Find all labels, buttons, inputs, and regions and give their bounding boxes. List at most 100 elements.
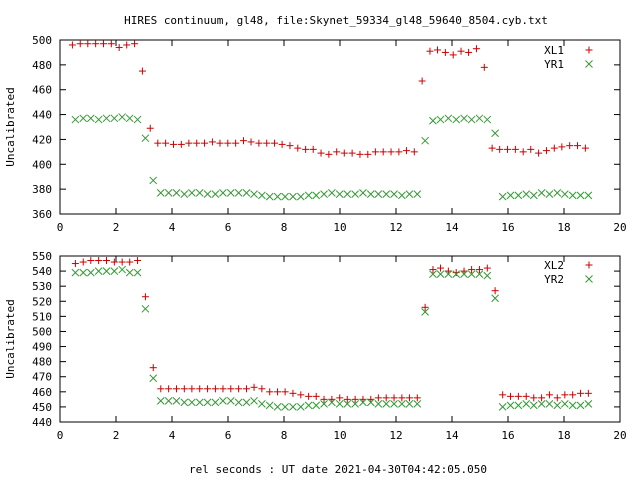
data-point-yr2	[110, 267, 119, 275]
data-point-xl2	[320, 395, 328, 403]
data-point-yr2	[281, 403, 289, 411]
data-point-yr2	[382, 400, 391, 408]
data-point-yr1	[118, 113, 127, 121]
x-tick-label: 0	[57, 429, 64, 442]
chart-title: HIRES continuum, gl48, file:Skynet_59334…	[124, 14, 548, 27]
data-point-xl2	[351, 395, 359, 403]
data-point-xl1	[426, 47, 434, 55]
data-point-xl2	[437, 264, 445, 272]
data-point-xl1	[286, 142, 294, 150]
data-point-yr2	[118, 265, 127, 274]
data-point-yr2	[436, 270, 445, 278]
data-point-yr2	[188, 398, 196, 407]
data-point-yr1	[343, 190, 352, 198]
data-point-xl1	[224, 139, 232, 147]
data-point-xl1	[325, 150, 333, 158]
data-point-yr1	[483, 115, 492, 124]
data-point-yr2	[506, 401, 515, 410]
data-point-yr2	[149, 374, 158, 383]
data-point-xl2	[336, 394, 344, 402]
data-point-xl2	[172, 385, 180, 393]
data-point-xl1	[239, 137, 247, 145]
data-point-yr1	[211, 190, 220, 198]
data-point-yr2	[429, 270, 437, 278]
data-point-yr2	[452, 270, 461, 278]
data-point-yr2	[102, 267, 111, 275]
panel-bottom: 0 2 4 6 8 10 12 14 16 18 20 440 450 460 470 480 490 500 51…	[4, 250, 627, 442]
data-point-xl1	[527, 145, 535, 153]
x-tick-label: 2	[113, 429, 120, 442]
x-tick-label: 8	[281, 429, 288, 442]
data-point-yr2	[203, 398, 212, 407]
data-point-xl1	[294, 144, 302, 152]
data-point-yr2	[390, 400, 398, 408]
y-tick-label: 500	[32, 325, 52, 338]
legend-marker	[585, 275, 593, 283]
data-point-yr1	[180, 190, 189, 198]
data-point-xl2	[95, 257, 103, 265]
data-point-yr1	[467, 115, 476, 124]
data-point-xl1	[208, 138, 216, 146]
data-point-yr2	[156, 397, 165, 405]
data-point-yr1	[172, 189, 181, 197]
data-point-yr2	[553, 401, 562, 410]
x-tick-label: 10	[333, 429, 346, 442]
data-point-xl1	[566, 142, 574, 150]
data-point-yr2	[172, 397, 181, 405]
data-point-yr2	[366, 398, 375, 407]
data-point-xl2	[483, 264, 491, 272]
data-point-xl1	[185, 139, 193, 147]
data-point-xl2	[204, 385, 212, 393]
data-point-xl2	[545, 391, 553, 399]
data-point-yr2	[537, 400, 546, 408]
data-point-xl2	[405, 394, 413, 402]
data-point-xl2	[475, 266, 483, 274]
data-point-xl2	[305, 392, 313, 400]
data-point-yr1	[498, 192, 507, 201]
data-point-yr2	[460, 270, 468, 278]
data-point-xl1	[76, 40, 84, 48]
data-point-xl2	[87, 257, 95, 265]
data-point-yr1	[149, 176, 158, 185]
data-point-xl1	[92, 40, 100, 48]
data-point-xl2	[266, 388, 274, 396]
data-point-yr2	[421, 307, 429, 316]
data-point-xl1	[99, 40, 107, 48]
x-tick-label: 16	[501, 221, 514, 234]
y-tick-label: 550	[32, 250, 52, 263]
data-point-yr1	[296, 192, 305, 201]
data-point-xl2	[491, 287, 499, 295]
data-point-yr1	[94, 115, 103, 124]
data-point-xl1	[193, 139, 201, 147]
data-point-yr1	[203, 190, 212, 198]
data-point-xl2	[421, 303, 429, 311]
data-point-xl1	[472, 45, 480, 53]
data-point-yr2	[219, 397, 227, 405]
y-tick-label: 510	[32, 310, 52, 323]
data-point-yr2	[413, 400, 422, 408]
data-point-yr1	[537, 189, 546, 197]
data-point-xl2	[499, 391, 507, 399]
data-point-yr2	[226, 397, 235, 405]
data-point-yr1	[156, 189, 165, 197]
data-point-xl1	[480, 63, 488, 71]
data-point-yr1	[304, 191, 313, 200]
data-point-xl1	[340, 149, 348, 157]
data-point-xl1	[488, 144, 496, 152]
data-point-xl1	[333, 148, 341, 156]
data-point-yr2	[258, 400, 266, 408]
x-tick-label: 20	[613, 429, 626, 442]
data-point-xl2	[227, 385, 235, 393]
x-tick-label: 12	[389, 429, 402, 442]
data-point-yr2	[576, 401, 585, 410]
y-tick-label: 480	[32, 59, 52, 72]
data-point-yr2	[141, 304, 150, 313]
data-point-yr2	[79, 268, 88, 277]
data-point-xl1	[418, 77, 426, 85]
data-point-yr1	[374, 190, 383, 198]
x-tick-label: 6	[225, 221, 232, 234]
x-tick-label: 10	[333, 221, 346, 234]
data-point-xl2	[538, 394, 546, 402]
data-point-xl1	[317, 149, 325, 157]
data-point-xl1	[410, 148, 418, 156]
